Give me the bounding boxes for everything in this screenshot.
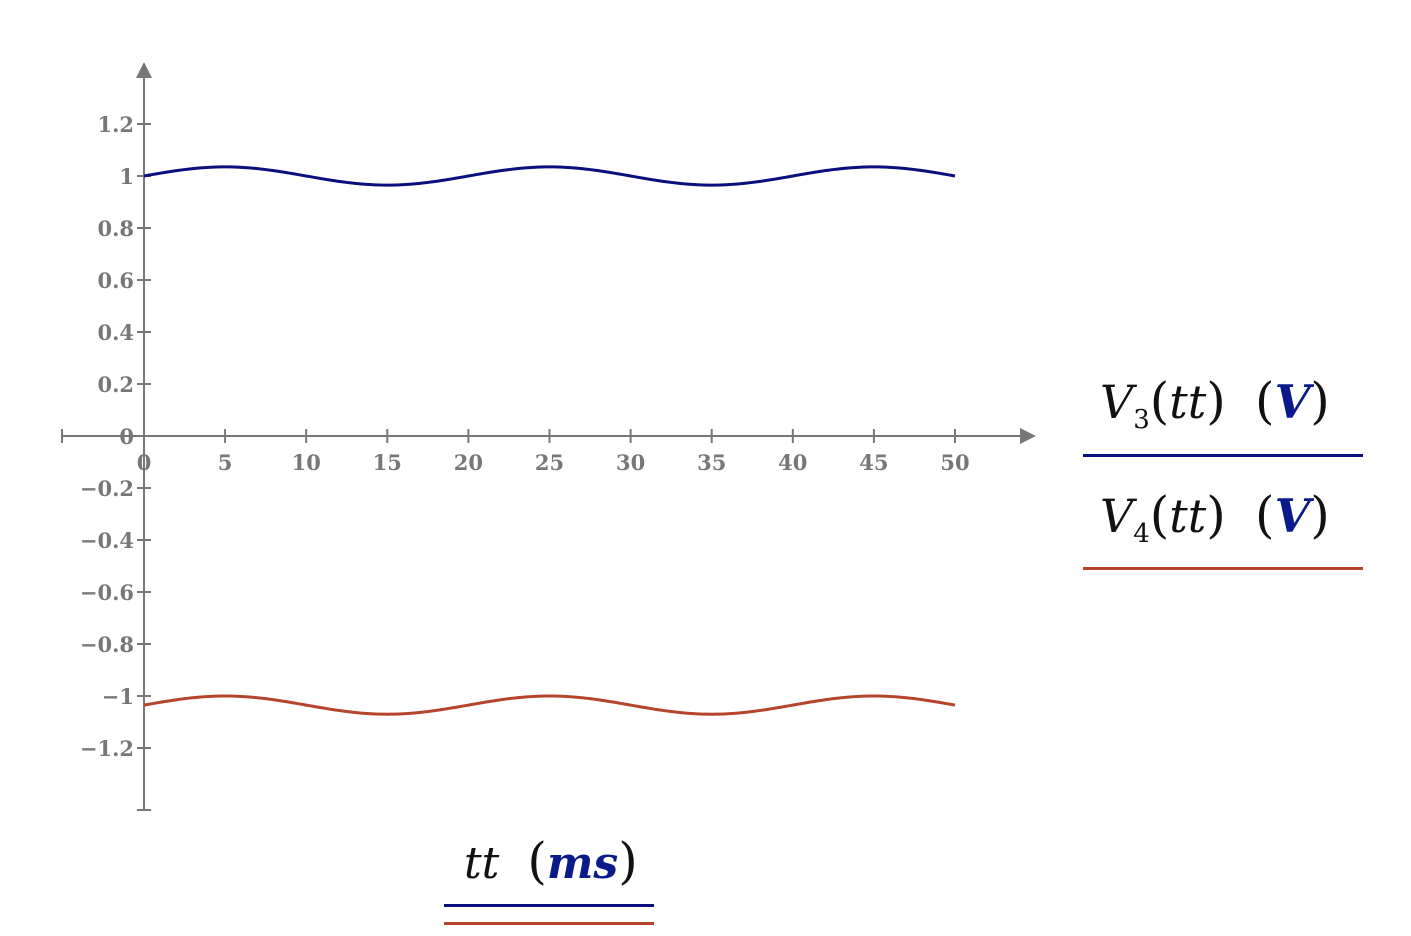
x-tick-label: 0 <box>137 450 152 475</box>
y-tick-label: −0.8 <box>80 632 134 657</box>
y-tick-label: 0.6 <box>97 268 134 293</box>
axes <box>61 62 1036 811</box>
y-axis-arrow-icon <box>136 62 152 78</box>
x-tick-label: 15 <box>373 450 402 475</box>
series-lines <box>143 165 956 716</box>
legend-series-2: V4(tt) (V) <box>1100 486 1330 549</box>
x-tick-label: 45 <box>859 450 888 475</box>
series-line-2 <box>143 694 956 716</box>
y-tick-label: −0.6 <box>80 580 134 605</box>
x-tick-label: 10 <box>292 450 321 475</box>
x-tick-label: 30 <box>616 450 645 475</box>
legend-line-series-1 <box>1083 454 1363 457</box>
legend-var: V <box>1100 375 1134 429</box>
legend-unit: V <box>1274 489 1311 543</box>
y-tick-label: 0.4 <box>97 320 134 345</box>
y-tick-label: 0.8 <box>97 216 134 241</box>
x-axis-label-line-2 <box>444 922 654 925</box>
x-axis-label-line-1 <box>444 904 654 907</box>
x-tick-label: 5 <box>218 450 233 475</box>
legend-arg: tt <box>1169 489 1207 543</box>
y-tick-label: 1.2 <box>97 112 134 137</box>
series-line-1 <box>143 165 956 187</box>
tick-labels: 0 5 10 15 20 25 30 35 40 45 501.210.80.60.40.20−0.… <box>80 112 970 761</box>
x-axis-unit: ms <box>546 838 619 889</box>
legend-arg: tt <box>1169 375 1207 429</box>
x-tick-label: 25 <box>535 450 564 475</box>
x-axis-label: tt (ms) <box>464 832 638 890</box>
y-tick-label: 0 <box>119 424 134 449</box>
x-tick-label: 35 <box>697 450 726 475</box>
x-tick-label: 20 <box>454 450 483 475</box>
legend-subscript: 4 <box>1133 519 1150 549</box>
y-tick-label: 1 <box>119 164 134 189</box>
x-axis-var: tt <box>464 838 500 889</box>
y-tick-label: 0.2 <box>97 372 134 397</box>
y-tick-label: −1.2 <box>80 736 134 761</box>
x-axis-arrow-icon <box>1020 428 1036 444</box>
y-tick-label: −0.4 <box>80 528 134 553</box>
legend-var: V <box>1100 489 1134 543</box>
x-tick-label: 40 <box>778 450 807 475</box>
legend-unit: V <box>1274 375 1311 429</box>
y-tick-label: −1 <box>102 684 134 709</box>
y-tick-label: −0.2 <box>80 476 134 501</box>
legend-line-series-2 <box>1083 567 1363 570</box>
legend-series-1: V3(tt) (V) <box>1100 372 1330 435</box>
legend-subscript: 3 <box>1133 405 1150 435</box>
x-tick-label: 50 <box>940 450 969 475</box>
